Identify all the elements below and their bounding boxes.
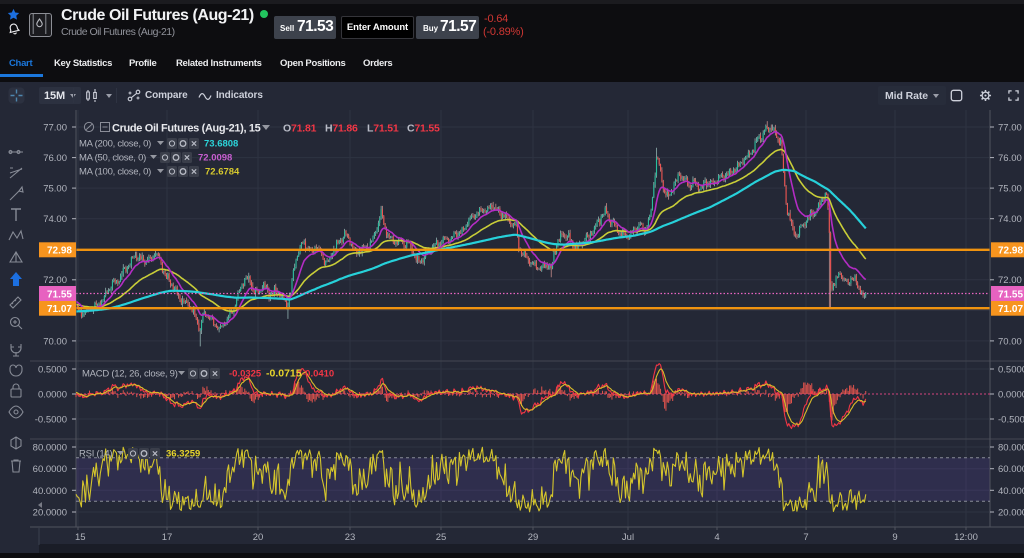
svg-text:76.00: 76.00 xyxy=(998,153,1022,164)
svg-text:20: 20 xyxy=(253,532,264,543)
svg-text:71.55: 71.55 xyxy=(47,289,72,300)
svg-text:L71.51: L71.51 xyxy=(367,123,399,135)
svg-text:-0.0410: -0.0410 xyxy=(302,369,334,380)
svg-text:77.00: 77.00 xyxy=(43,123,67,134)
svg-text:H71.86: H71.86 xyxy=(325,123,358,135)
svg-text:12:00: 12:00 xyxy=(954,532,978,543)
svg-text:Crude Oil Futures (Aug-21), 15: Crude Oil Futures (Aug-21), 15 xyxy=(112,123,261,135)
svg-text:29: 29 xyxy=(528,532,539,543)
svg-text:40.0000: 40.0000 xyxy=(998,486,1024,497)
svg-text:72.00: 72.00 xyxy=(998,275,1022,286)
svg-text:7: 7 xyxy=(803,532,808,543)
svg-text:60.0000: 60.0000 xyxy=(33,464,67,475)
svg-text:0.0000: 0.0000 xyxy=(38,390,67,401)
svg-text:O71.81: O71.81 xyxy=(283,123,317,135)
svg-text:74.00: 74.00 xyxy=(43,214,67,225)
svg-text:77.00: 77.00 xyxy=(998,123,1022,134)
svg-text:36.3259: 36.3259 xyxy=(166,449,200,460)
svg-text:Jul: Jul xyxy=(622,532,634,543)
svg-text:72.98: 72.98 xyxy=(998,246,1023,257)
svg-text:70.00: 70.00 xyxy=(998,336,1022,347)
svg-text:15: 15 xyxy=(75,532,86,543)
svg-text:20.0000: 20.0000 xyxy=(998,508,1024,519)
svg-text:71.07: 71.07 xyxy=(47,304,72,315)
svg-text:40.0000: 40.0000 xyxy=(33,486,67,497)
svg-text:72.0098: 72.0098 xyxy=(198,153,232,164)
svg-text:17: 17 xyxy=(162,532,173,543)
svg-text:80.0000: 80.0000 xyxy=(33,443,67,454)
svg-text:4: 4 xyxy=(714,532,719,543)
svg-text:75.00: 75.00 xyxy=(43,184,67,195)
svg-text:75.00: 75.00 xyxy=(998,184,1022,195)
svg-text:60.0000: 60.0000 xyxy=(998,464,1024,475)
svg-text:72.00: 72.00 xyxy=(43,275,67,286)
svg-text:MACD (12, 26, close, 9): MACD (12, 26, close, 9) xyxy=(82,369,178,380)
svg-text:73.6808: 73.6808 xyxy=(204,139,238,150)
svg-text:20.0000: 20.0000 xyxy=(33,508,67,519)
svg-text:74.00: 74.00 xyxy=(998,214,1022,225)
svg-text:-0.5000: -0.5000 xyxy=(35,415,67,426)
svg-text:MA (50, close, 0): MA (50, close, 0) xyxy=(79,153,146,164)
svg-text:-0.0715: -0.0715 xyxy=(266,368,302,380)
svg-text:71.07: 71.07 xyxy=(998,304,1023,315)
svg-text:71.55: 71.55 xyxy=(998,289,1023,300)
svg-text:76.00: 76.00 xyxy=(43,153,67,164)
svg-text:-0.5000: -0.5000 xyxy=(998,415,1024,426)
svg-text:-0.0325: -0.0325 xyxy=(229,369,262,380)
svg-text:0.5000: 0.5000 xyxy=(998,365,1024,376)
svg-text:RSI (14): RSI (14) xyxy=(79,449,112,460)
svg-text:72.6784: 72.6784 xyxy=(205,167,240,178)
svg-text:MA (100, close, 0): MA (100, close, 0) xyxy=(79,167,151,178)
svg-text:72.98: 72.98 xyxy=(47,246,72,257)
svg-text:23: 23 xyxy=(345,532,356,543)
svg-text:9: 9 xyxy=(892,532,897,543)
svg-text:80.0000: 80.0000 xyxy=(998,443,1024,454)
svg-text:0.0000: 0.0000 xyxy=(998,390,1024,401)
svg-text:MA (200, close, 0): MA (200, close, 0) xyxy=(79,139,151,150)
svg-text:C71.55: C71.55 xyxy=(407,123,440,135)
svg-text:0.5000: 0.5000 xyxy=(38,365,67,376)
svg-text:25: 25 xyxy=(436,532,447,543)
svg-text:70.00: 70.00 xyxy=(43,336,67,347)
